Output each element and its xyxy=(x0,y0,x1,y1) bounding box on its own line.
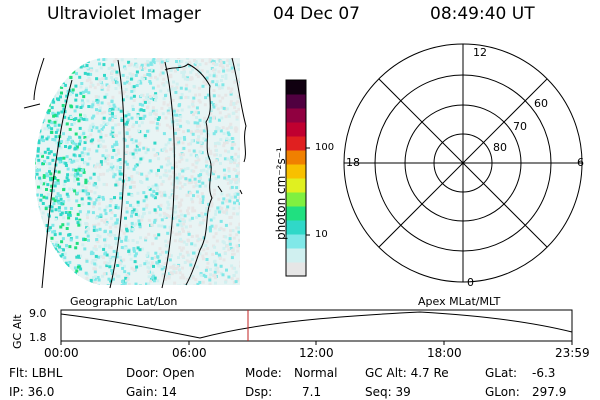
mlt-label-18: 18 xyxy=(346,156,360,169)
colorbar xyxy=(285,79,310,277)
dsp-label: Dsp: xyxy=(245,385,273,399)
date-label: 04 Dec 07 xyxy=(273,4,360,24)
gc-alt-status: GC Alt: 4.7 Re xyxy=(365,366,449,380)
glon-label: GLon: xyxy=(485,385,520,399)
time-label: 08:49:40 UT xyxy=(430,4,535,24)
earth-image xyxy=(23,57,247,289)
colorbar-cell xyxy=(286,192,306,207)
colorbar-cell xyxy=(286,80,306,95)
timeline-right-label: Apex MLat/MLT xyxy=(418,295,501,308)
colorbar-cell xyxy=(286,206,306,221)
filter-status: Flt: LBHL xyxy=(9,366,63,380)
timeline-y-tick-low: 1.8 xyxy=(29,331,47,344)
colorbar-tick-10: 10 xyxy=(315,229,328,240)
colorbar-cell xyxy=(286,262,306,277)
mode-value: Normal xyxy=(294,366,338,380)
glat-label: GLat: xyxy=(485,366,518,380)
mode-label: Mode: xyxy=(245,366,282,380)
door-status: Door: Open xyxy=(126,366,195,380)
timeline-left-label: Geographic Lat/Lon xyxy=(70,295,178,308)
polar-plot xyxy=(343,43,583,283)
colorbar-cell xyxy=(286,136,306,151)
colorbar-cell xyxy=(286,150,306,165)
colorbar-cell xyxy=(286,164,306,179)
colorbar-cell xyxy=(286,178,306,193)
instrument-title: Ultraviolet Imager xyxy=(47,4,201,24)
colorbar-cell xyxy=(286,234,306,249)
mlt-label-12: 12 xyxy=(473,46,487,59)
gain-status: Gain: 14 xyxy=(126,385,177,399)
seq-status: Seq: 39 xyxy=(365,385,411,399)
mlt-label-6: 6 xyxy=(577,156,584,169)
timeline-x-tick-0000: 00:00 xyxy=(44,346,79,360)
coastline xyxy=(23,57,247,286)
colorbar-tick-100: 100 xyxy=(315,142,335,153)
lat-label-80: 80 xyxy=(493,141,507,154)
lat-label-70: 70 xyxy=(513,120,527,133)
mlt-label-0: 0 xyxy=(467,276,474,289)
timeline-x-tick-1800: 18:00 xyxy=(427,346,462,360)
colorbar-cell xyxy=(286,108,306,123)
longitude-lines xyxy=(41,59,175,289)
lat-label-60: 60 xyxy=(534,97,548,110)
colorbar-cell xyxy=(286,94,306,109)
colorbar-cell xyxy=(286,248,306,263)
timeline-axis-title: GC Alt xyxy=(11,314,24,349)
glon-value: 297.9 xyxy=(532,385,567,399)
ip-status: IP: 36.0 xyxy=(9,385,55,399)
colorbar-unit-label: photon cm⁻²s⁻¹ xyxy=(274,147,288,240)
timeline-x-tick-1200: 12:00 xyxy=(299,346,334,360)
timeline-y-tick-high: 9.0 xyxy=(29,307,47,320)
glat-value: -6.3 xyxy=(532,366,556,380)
colorbar-cell xyxy=(286,220,306,235)
timeline-x-tick-0600: 06:00 xyxy=(172,346,207,360)
timeline-x-tick-2359: 23:59 xyxy=(555,346,590,360)
dsp-value: 7.1 xyxy=(302,385,322,399)
colorbar-cell xyxy=(286,122,306,137)
timeline-plot xyxy=(60,309,573,345)
